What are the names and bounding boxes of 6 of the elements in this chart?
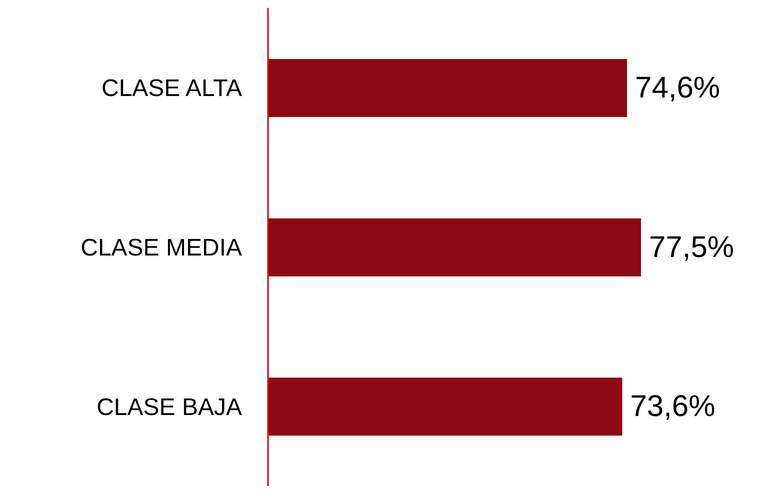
y-tick-label: CLASE ALTA bbox=[101, 75, 242, 102]
data-label: 74,6% bbox=[635, 72, 720, 104]
data-label: 73,6% bbox=[630, 390, 716, 424]
data-label: 77,5% bbox=[649, 230, 734, 264]
y-tick-label: CLASE BAJA bbox=[96, 394, 242, 421]
y-tick-label: CLASE MEDIA bbox=[80, 234, 242, 262]
